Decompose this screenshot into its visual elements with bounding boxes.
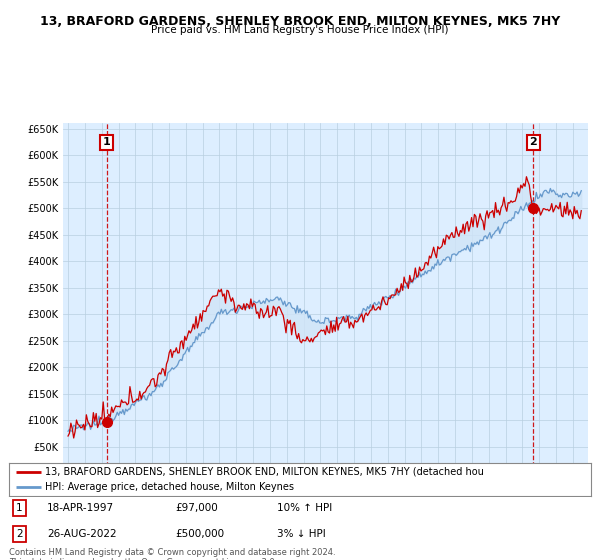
Text: £97,000: £97,000: [175, 503, 218, 513]
Text: £500,000: £500,000: [175, 529, 224, 539]
Text: Price paid vs. HM Land Registry's House Price Index (HPI): Price paid vs. HM Land Registry's House …: [151, 25, 449, 35]
Text: 13, BRAFORD GARDENS, SHENLEY BROOK END, MILTON KEYNES, MK5 7HY: 13, BRAFORD GARDENS, SHENLEY BROOK END, …: [40, 15, 560, 27]
Text: 26-AUG-2022: 26-AUG-2022: [47, 529, 116, 539]
Text: 1: 1: [16, 503, 23, 513]
Text: 2: 2: [16, 529, 23, 539]
Text: HPI: Average price, detached house, Milton Keynes: HPI: Average price, detached house, Milt…: [45, 483, 294, 492]
Text: Contains HM Land Registry data © Crown copyright and database right 2024.
This d: Contains HM Land Registry data © Crown c…: [9, 548, 335, 560]
Text: 10% ↑ HPI: 10% ↑ HPI: [277, 503, 332, 513]
Text: 3% ↓ HPI: 3% ↓ HPI: [277, 529, 325, 539]
Text: 2: 2: [529, 137, 537, 147]
Text: 1: 1: [103, 137, 110, 147]
Text: 13, BRAFORD GARDENS, SHENLEY BROOK END, MILTON KEYNES, MK5 7HY (detached hou: 13, BRAFORD GARDENS, SHENLEY BROOK END, …: [45, 467, 484, 477]
Text: 18-APR-1997: 18-APR-1997: [47, 503, 114, 513]
